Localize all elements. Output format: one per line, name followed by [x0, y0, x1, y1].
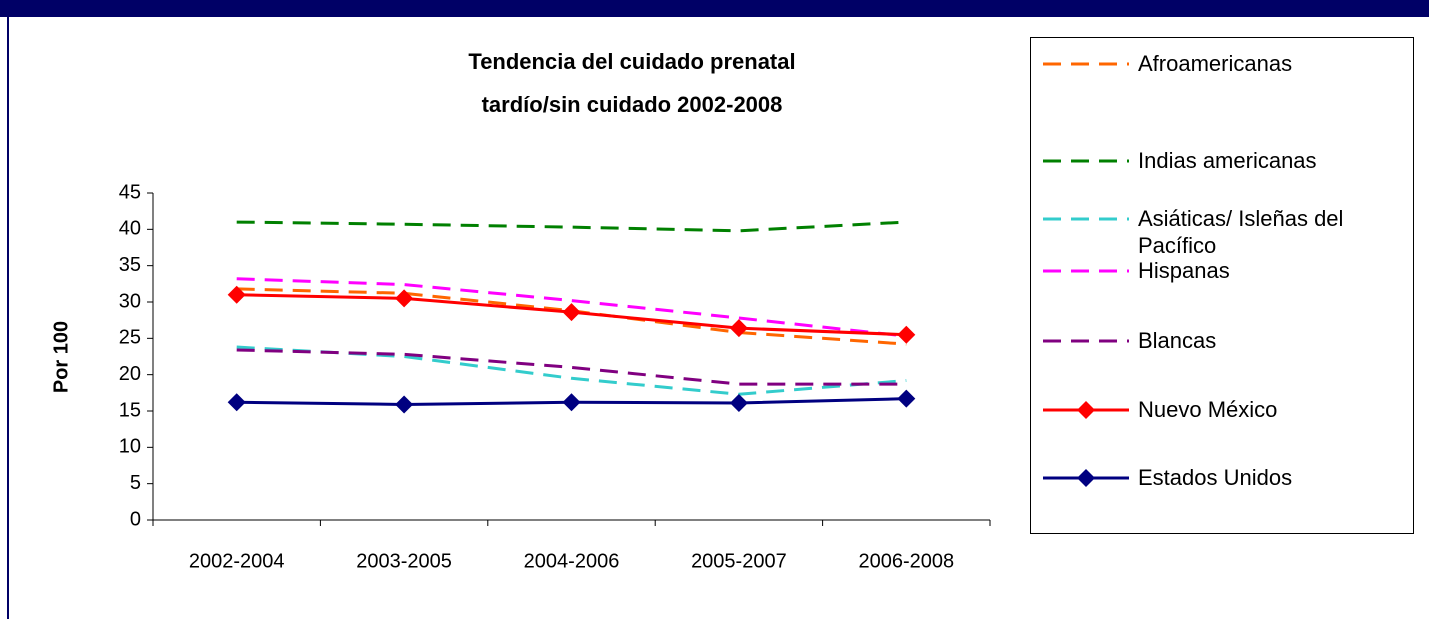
marker — [562, 303, 581, 322]
marker — [395, 395, 414, 414]
series-line — [236, 345, 907, 396]
y-tick-label: 10 — [119, 436, 141, 458]
y-tick-label: 35 — [119, 254, 141, 276]
x-tick-label: 2002-2004 — [189, 550, 285, 572]
legend-label: Asiáticas/ Isleñas del Pacífico — [1138, 206, 1344, 258]
legend-samples — [1043, 62, 1129, 487]
marker — [1077, 401, 1095, 419]
marker — [729, 394, 748, 413]
y-tick-label: 30 — [119, 290, 141, 312]
marker — [897, 325, 916, 344]
y-tick-label: 45 — [119, 181, 141, 203]
marker — [897, 389, 916, 408]
legend-label: Nuevo México — [1138, 397, 1278, 422]
legend-label: Estados Unidos — [1138, 465, 1293, 490]
marker — [227, 393, 246, 412]
y-tick-label: 15 — [119, 399, 141, 421]
y-axis-label: Por 100 — [50, 321, 72, 393]
y-tick-label: 5 — [130, 472, 141, 494]
y-tick-label: 20 — [119, 363, 141, 385]
series-line — [236, 287, 907, 346]
marker — [227, 285, 246, 304]
y-tick-label: 40 — [119, 218, 141, 240]
marker — [1077, 469, 1095, 487]
x-tick-label: 2004-2006 — [524, 550, 620, 572]
legend: Afroamericanas Indias americanas Asiáticas… — [1030, 37, 1414, 534]
y-tick-label: 0 — [130, 508, 141, 530]
marker — [395, 289, 414, 308]
series-line — [236, 220, 907, 233]
marker — [729, 319, 748, 338]
x-tick-label: 2006-2008 — [858, 550, 954, 572]
legend-label: Hispanas — [1138, 258, 1230, 283]
legend-label: Afroamericanas — [1138, 51, 1293, 76]
series-line — [236, 277, 907, 338]
chart-title: Tendencia del cuidado prenatal tardío/si… — [468, 49, 796, 117]
legend-label: Indias americanas — [1138, 148, 1317, 173]
x-tick-label: 2003-2005 — [356, 550, 452, 572]
marker — [562, 393, 581, 412]
legend-label: Blancas — [1138, 328, 1217, 353]
top-bar — [0, 0, 1429, 17]
y-tick-label: 25 — [119, 327, 141, 349]
x-tick-label: 2005-2007 — [691, 550, 787, 572]
left-border — [7, 17, 9, 619]
